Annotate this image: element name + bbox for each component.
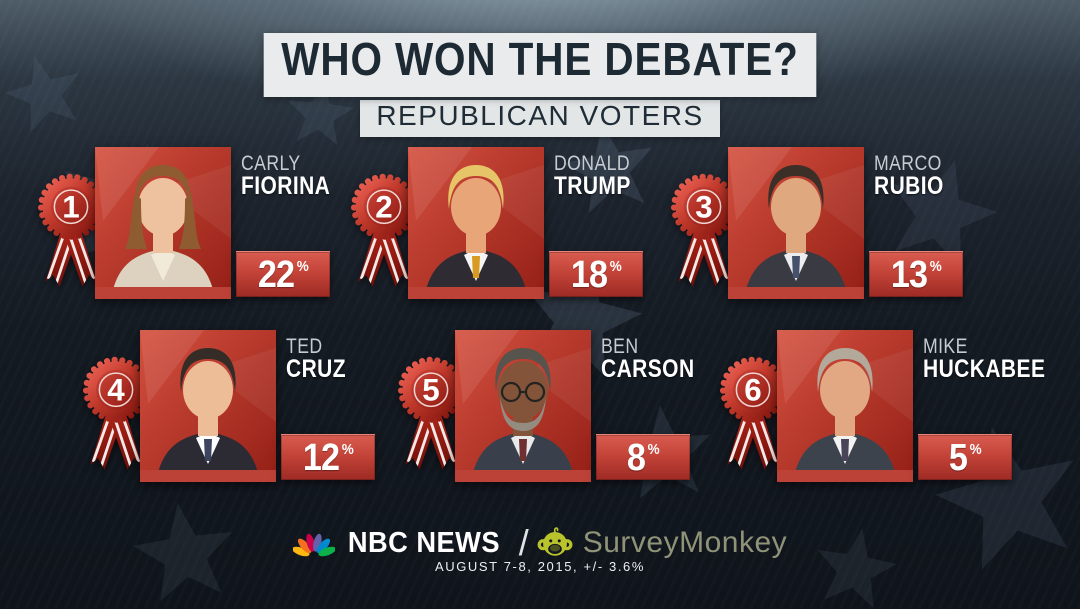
person-silhouette <box>793 348 897 482</box>
percent-sign: % <box>341 440 354 458</box>
candidate-photo <box>95 147 231 299</box>
candidate-card: 5 <box>390 328 735 500</box>
footer-lockup: NBC NEWS / SurveyMonkey <box>0 522 1080 564</box>
candidate-last-name: TRUMP <box>554 172 631 200</box>
subtitle-panel: REPUBLICAN VOTERS <box>360 100 720 137</box>
candidate-last-name: CRUZ <box>286 355 347 383</box>
percent-value: 5 <box>948 436 968 479</box>
nbc-news-logo: NBC NEWS <box>292 526 505 560</box>
surveymonkey-monkey-icon <box>537 527 573 556</box>
candidate-name: DONALD TRUMP <box>554 152 645 200</box>
percent-sign: % <box>929 257 942 275</box>
page-subtitle: REPUBLICAN VOTERS <box>376 100 704 131</box>
percent-box: 13 % <box>869 251 963 297</box>
percent-box: 22 % <box>236 251 330 297</box>
candidate-name: MIKE HUCKABEE <box>923 335 1069 383</box>
percent-value: 18 <box>570 253 608 296</box>
candidate-first-name: CARLY <box>241 152 301 175</box>
rank-ribbon-badge: 2 <box>346 165 422 294</box>
candidate-card: 3 <box>663 145 1008 317</box>
percent-sign: % <box>609 257 622 275</box>
candidate-photo <box>408 147 544 299</box>
candidate-name: TED CRUZ <box>286 335 357 383</box>
rank-ribbon-badge: 3 <box>666 165 742 294</box>
candidate-card: 6 <box>712 328 1057 500</box>
candidate-name: CARLY FIORINA <box>241 152 347 200</box>
candidate-photo <box>455 330 591 482</box>
rank-number: 4 <box>107 373 125 408</box>
candidate-card: 1 <box>30 145 375 317</box>
candidate-last-name: RUBIO <box>874 172 944 200</box>
candidate-last-name: CARSON <box>601 355 695 383</box>
candidate-photo <box>728 147 864 299</box>
candidate-last-name: HUCKABEE <box>923 355 1046 383</box>
candidate-name: BEN CARSON <box>601 335 712 383</box>
candidate-last-name: FIORINA <box>241 172 331 200</box>
header: WHO WON THE DEBATE? REPUBLICAN VOTERS <box>0 33 1080 137</box>
percent-value: 8 <box>626 436 646 479</box>
percent-box: 18 % <box>549 251 643 297</box>
candidate-card: 2 <box>343 145 688 317</box>
title-panel: WHO WON THE DEBATE? <box>263 33 817 97</box>
percent-sign: % <box>969 440 982 458</box>
person-silhouette <box>156 348 260 482</box>
rank-number: 1 <box>62 190 79 225</box>
rank-number: 5 <box>422 373 439 408</box>
poll-date-note: AUGUST 7-8, 2015, +/- 3.6% <box>434 559 646 574</box>
percent-value: 12 <box>302 436 340 479</box>
percent-box: 12 % <box>281 434 375 480</box>
rank-ribbon-badge: 6 <box>715 348 791 477</box>
person-silhouette <box>424 165 528 299</box>
nbc-peacock-icon <box>292 533 335 557</box>
percent-value: 22 <box>257 253 295 296</box>
rank-number: 3 <box>695 190 712 225</box>
candidate-photo <box>140 330 276 482</box>
page-title: WHO WON THE DEBATE? <box>281 33 799 85</box>
surveymonkey-logo: SurveyMonkey <box>535 526 787 560</box>
surveymonkey-wordmark: SurveyMonkey <box>582 526 788 559</box>
percent-sign: % <box>296 257 309 275</box>
nbc-news-wordmark: NBC NEWS <box>347 526 500 559</box>
candidate-name: MARCO RUBIO <box>874 152 957 200</box>
candidate-photo <box>777 330 913 482</box>
rank-number: 2 <box>375 190 392 225</box>
candidate-first-name: MIKE <box>923 335 968 358</box>
rank-ribbon-badge: 4 <box>78 348 154 477</box>
percent-sign: % <box>647 440 660 458</box>
candidate-first-name: TED <box>286 335 323 358</box>
candidate-card: 4 <box>75 328 420 500</box>
rank-number: 6 <box>744 373 761 408</box>
percent-box: 5 % <box>918 434 1012 480</box>
percent-value: 13 <box>890 253 928 296</box>
rank-ribbon-badge: 5 <box>393 348 469 477</box>
divider-slash: / <box>518 522 529 563</box>
percent-box: 8 % <box>596 434 690 480</box>
person-silhouette <box>744 165 848 299</box>
